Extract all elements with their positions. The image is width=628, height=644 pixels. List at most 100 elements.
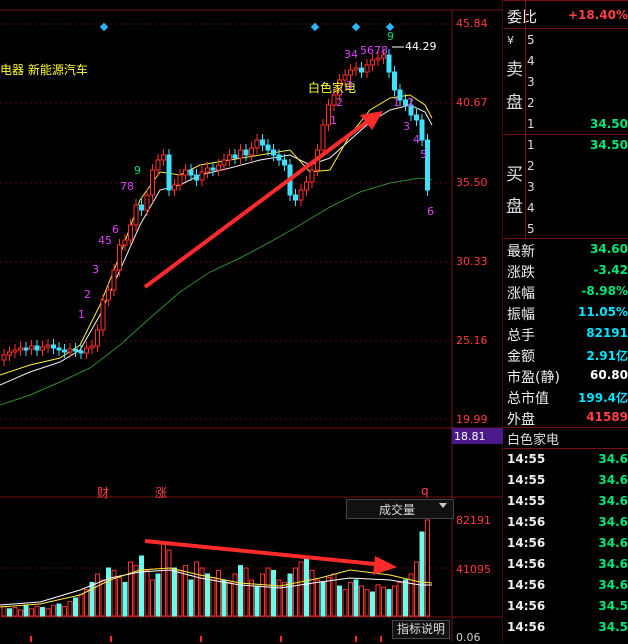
volume-bar [210,577,216,617]
stat-label: 总手 [507,328,535,344]
volume-bar [271,569,276,617]
buy-1-price[interactable]: 34.50 [590,138,628,152]
candle [18,347,23,351]
sector-name[interactable]: 白色家电 [507,433,560,448]
volume-bar [122,581,128,617]
candle [199,171,205,181]
volume-bar [84,589,89,617]
volume-bar [73,597,78,617]
volume-indicator-dropdown[interactable]: 成交量 [346,499,454,519]
tick-row: 14:56 34.6 [503,575,628,596]
tick-price: 34.6 [598,578,628,592]
tick-time: 14:56 [507,536,546,550]
volume-bar [161,543,166,617]
stat-value: 41589 [586,410,628,424]
event-marker-q: q [421,484,429,498]
candle [45,344,51,348]
vol-ma-white [0,569,432,606]
volume-bar [1,605,7,617]
stat-value: 2.91亿 [586,349,628,363]
tick-price: 34.6 [598,473,628,487]
candle [95,329,100,347]
volume-bar [315,579,320,617]
volume-bar [238,565,243,617]
candle [353,67,359,71]
volume-bar [381,586,386,617]
candle [177,174,183,186]
stat-value: 82191 [586,326,628,340]
candle [133,204,139,226]
volume-bar [227,581,232,617]
tick-price: 34.6 [598,515,628,529]
tick-row: 14:55 34.6 [503,449,628,470]
indicator-help-button[interactable]: 指标说明 [392,620,450,639]
candle [100,299,106,331]
volume-bar [320,581,326,617]
volume-bar [45,608,51,617]
stat-value: 34.60 [590,242,628,256]
stat-row: 总手 82191 [503,323,628,344]
buy-level-4: 4 [527,201,535,215]
tick-time: 14:55 [507,452,546,466]
candle [188,169,194,176]
stat-label: 最新 [507,244,535,260]
seq-3b: 3 [346,79,353,92]
tick-time: 14:55 [507,473,546,487]
seq-5678: 5678 [360,44,388,57]
volume-bar [348,581,353,617]
stat-label: 振幅 [507,307,535,323]
tick-row: 14:55 34.6 [503,491,628,512]
candle [221,159,227,166]
candle [161,154,166,161]
sector-tags: 电器 新能源汽车 [0,63,88,77]
volume-bar [370,591,375,617]
candle [172,184,177,191]
candle [408,104,414,116]
tick-row: 14:56 34.6 [503,512,628,533]
volume-bar [106,567,111,617]
volume-bar [34,605,40,617]
volume-bar [67,601,73,617]
seq-1c: 1 [393,96,400,109]
volume-bar [199,567,205,617]
candle [67,348,73,353]
committee-ratio-label: 委比 [507,8,538,26]
sell-1-price[interactable]: 34.50 [590,117,628,131]
stat-row: 金额 2.91亿 [503,344,628,365]
volume-bar [172,567,177,617]
trend-arrow-volume [144,539,397,575]
stat-row: 振幅 11.05% [503,302,628,323]
volume-bar [309,569,315,617]
candle [84,347,89,354]
committee-ratio-value: +18.40% [567,8,628,22]
candle [128,224,133,241]
seq-45: 45 [98,234,112,247]
volume-bar [408,573,414,617]
volume-bar [194,561,199,617]
volume-bar [205,573,210,617]
tick-price: 34.5 [598,599,628,613]
candle [293,194,298,201]
volume-bar [117,577,122,617]
stat-label: 总市值 [507,391,549,407]
candle [414,114,419,121]
candle [122,239,128,246]
price-axis-5: 25.16 [456,334,488,347]
candle [265,144,271,151]
current-low-price: 18.81 [454,430,486,443]
volume-bar [144,569,150,617]
seq-2: 2 [84,288,91,301]
volume-bar [56,603,62,617]
candle [271,149,276,156]
candle [260,139,265,146]
buy-level-1: 1 [527,138,535,152]
stat-value: 11.05% [578,305,628,319]
candle [144,194,150,211]
volume-bar [364,589,370,617]
candle [232,154,238,159]
price-axis-3: 35.50 [456,176,488,189]
tick-row: 14:56 34.6 [503,554,628,575]
volume-bar [100,579,106,617]
tick-price: 34.6 [598,494,628,508]
sell-label-1: 卖 [506,60,523,80]
